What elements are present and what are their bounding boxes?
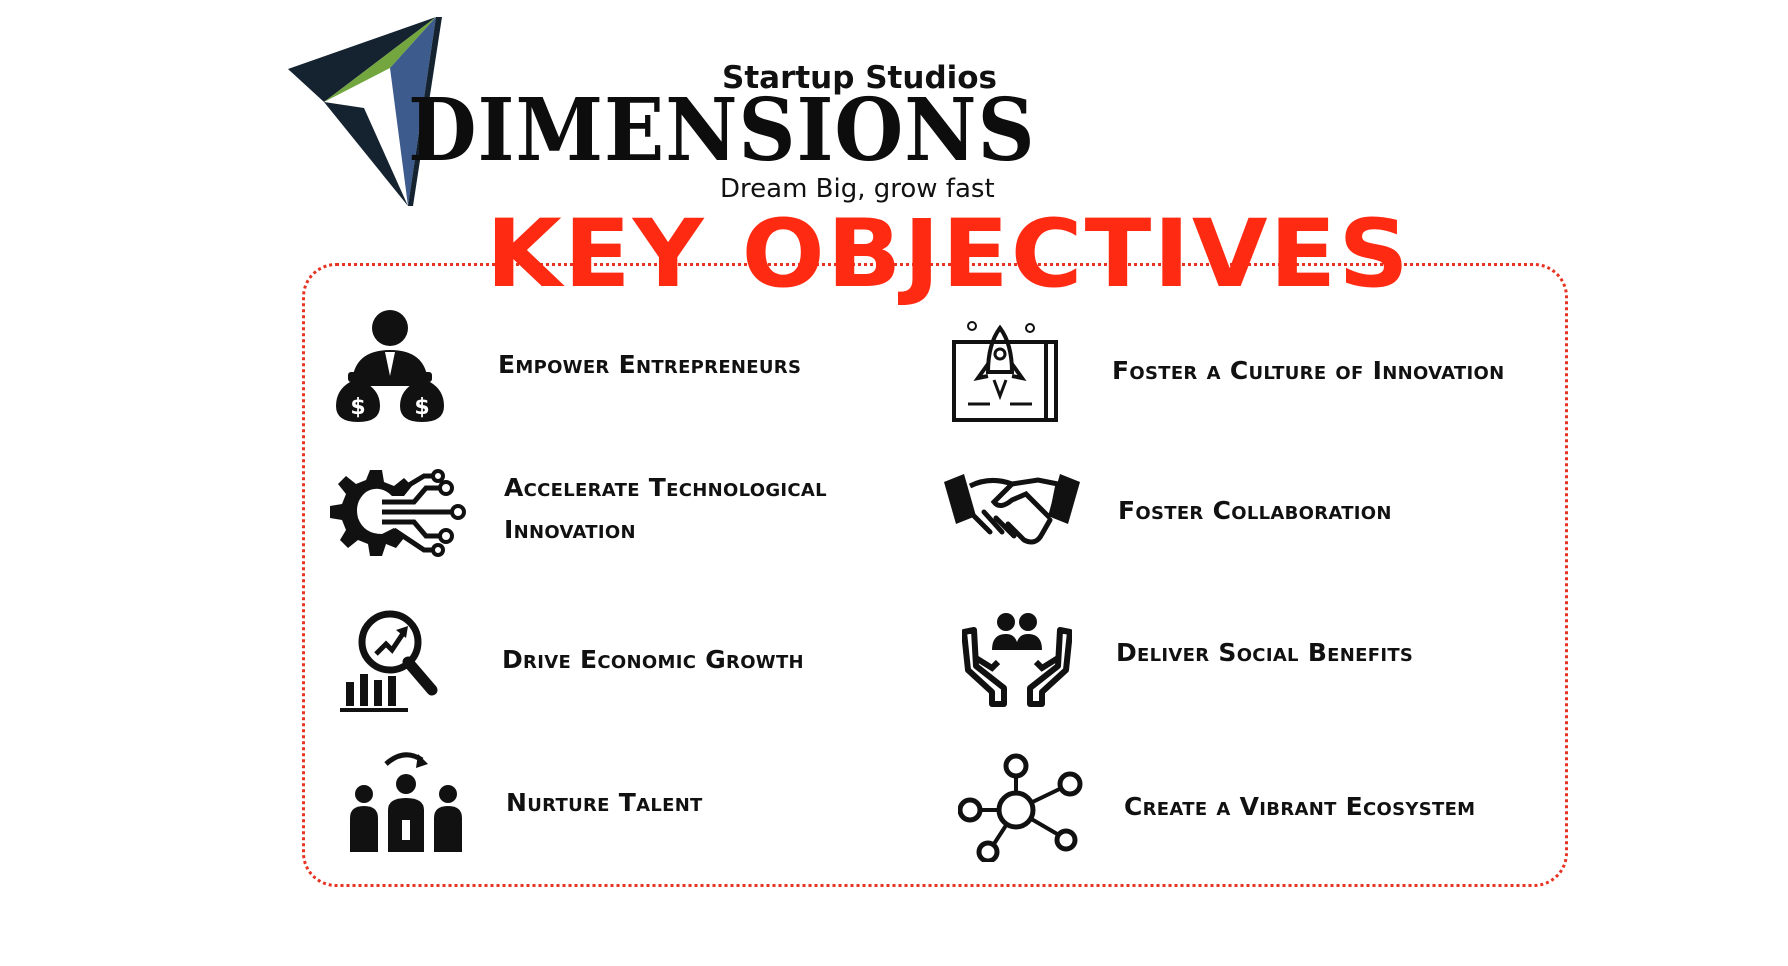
- objectives-frame: [302, 263, 1568, 887]
- magnifier-growth-chart-icon: [340, 610, 438, 712]
- network-nodes-icon: [958, 753, 1083, 862]
- objective-label-line2: Innovation: [504, 515, 636, 544]
- page-title: KEY OBJECTIVES: [486, 200, 1411, 309]
- brand-tagline: Dream Big, grow fast: [720, 174, 995, 204]
- objective-label: Empower Entrepreneurs: [498, 350, 802, 379]
- rocket-blueprint-icon: [952, 321, 1058, 422]
- hands-people-icon: [962, 613, 1072, 707]
- svg-text:$: $: [350, 395, 365, 420]
- brand-name: DIMENSIONS: [408, 80, 1036, 181]
- dimensions-logo-mark-icon: [288, 17, 442, 206]
- svg-text:$: $: [414, 395, 429, 420]
- gear-circuit-icon: [330, 469, 466, 557]
- investor-money-bags-icon: $ $: [336, 310, 444, 422]
- handshake-icon: [944, 474, 1080, 545]
- brand-subtitle: Startup Studios: [722, 60, 998, 96]
- objective-label: Deliver Social Benefits: [1116, 638, 1414, 667]
- talent-selection-icon: [350, 752, 462, 852]
- objective-label: Foster a Culture of Innovation: [1112, 356, 1505, 385]
- objective-label-line1: Accelerate Technological: [504, 473, 827, 502]
- objective-label: Foster Collaboration: [1118, 496, 1392, 525]
- objective-label: Drive Economic Growth: [502, 645, 804, 674]
- objective-label: Nurture Talent: [506, 788, 703, 817]
- objective-label: Create a Vibrant Ecosystem: [1124, 792, 1476, 821]
